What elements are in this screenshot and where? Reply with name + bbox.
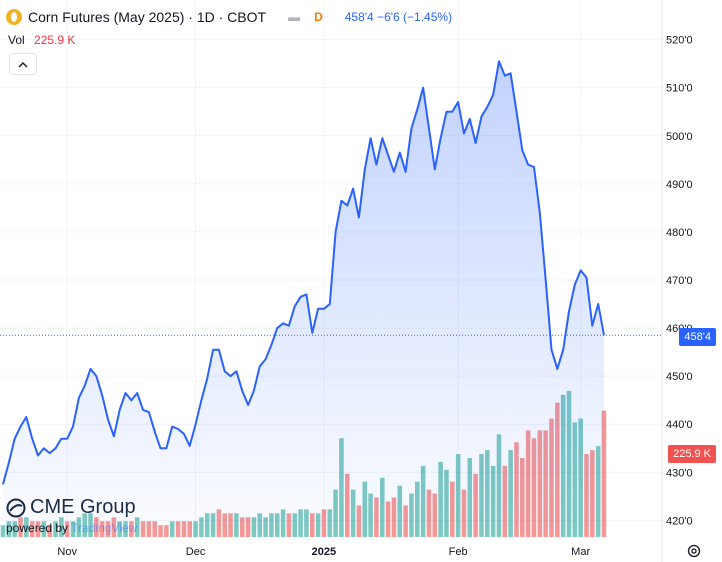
- last-price-quote: 458'4 −6'6 (−1.45%): [344, 10, 453, 24]
- chart-title[interactable]: Corn Futures (May 2025) · 1D · CBOT: [28, 9, 267, 25]
- collapse-legend-button[interactable]: [9, 53, 37, 75]
- x-tick-label: Dec: [186, 546, 206, 558]
- y-tick-label: 520'0: [666, 35, 693, 47]
- x-tick-label: 2025: [312, 546, 336, 558]
- dash-icon: ▬: [288, 10, 301, 24]
- cme-group-logo: CME Group powered by TradingView: [6, 496, 137, 535]
- volume-bar: [158, 525, 163, 537]
- x-tick-label: Feb: [449, 546, 468, 558]
- chart-settings-button[interactable]: [686, 543, 702, 559]
- price-line: [0, 60, 662, 485]
- volume-bar: [164, 525, 169, 537]
- chart-header: Corn Futures (May 2025) · 1D · CBOT ▬ D …: [6, 6, 452, 28]
- x-tick-label: Mar: [571, 546, 590, 558]
- tradingview-brand: TradingView: [71, 521, 138, 535]
- y-tick-label: 440'0: [666, 419, 693, 431]
- volume-bar: [0, 525, 6, 537]
- y-tick-label: 500'0: [666, 131, 693, 143]
- volume-bar: [47, 525, 52, 537]
- powered-by-text: powered by: [6, 521, 69, 535]
- volume-value: 225.9 K: [34, 33, 76, 47]
- price-series-line: [2, 60, 605, 485]
- y-tick-label: 510'0: [666, 83, 693, 95]
- brand-name: CME Group: [30, 496, 136, 518]
- y-tick-label: 420'0: [666, 515, 693, 527]
- interval-badge[interactable]: D: [314, 10, 323, 24]
- x-tick-label: Nov: [57, 546, 77, 558]
- volume-tag: 225.9 K: [668, 445, 716, 463]
- gear-icon: [687, 544, 701, 558]
- volume-legend: Vol 225.9 K: [8, 33, 75, 47]
- corn-symbol-icon: [6, 9, 22, 25]
- last-price-tag: 458'4: [679, 328, 716, 346]
- y-tick-label: 470'0: [666, 275, 693, 287]
- chevron-up-icon: [18, 61, 28, 67]
- y-tick-label: 480'0: [666, 227, 693, 239]
- y-tick-label: 490'0: [666, 179, 693, 191]
- volume-label: Vol: [8, 33, 25, 47]
- cme-globe-icon: [6, 498, 26, 517]
- y-tick-label: 430'0: [666, 467, 693, 479]
- y-tick-label: 450'0: [666, 371, 693, 383]
